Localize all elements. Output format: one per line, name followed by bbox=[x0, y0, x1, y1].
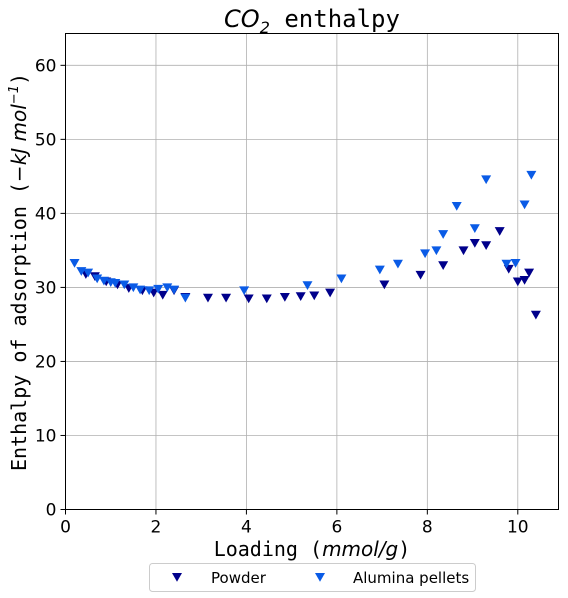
data-point-alumina-pellets bbox=[481, 175, 492, 185]
data-point-alumina-pellets bbox=[501, 259, 512, 269]
data-point-alumina-pellets bbox=[69, 258, 80, 268]
data-point-powder bbox=[309, 291, 320, 301]
data-point-alumina-pellets bbox=[144, 286, 155, 296]
legend-marker-powder bbox=[172, 573, 182, 582]
y-tick-label: 10 bbox=[35, 426, 57, 446]
data-point-powder bbox=[379, 280, 390, 290]
data-point-powder bbox=[157, 290, 168, 300]
data-point-alumina-pellets bbox=[128, 283, 139, 293]
data-point-powder bbox=[243, 294, 254, 304]
legend-label-alumina-pellets: Alumina pellets bbox=[353, 569, 469, 587]
x-tick-label: 8 bbox=[422, 518, 433, 538]
x-tick-label: 0 bbox=[60, 518, 71, 538]
tick-layer: 0 2 4 6 8 10 0 10 20 30 40 50 60 bbox=[35, 56, 529, 537]
data-point-powder bbox=[494, 227, 505, 236]
y-tick-label: 30 bbox=[35, 278, 57, 298]
data-point-alumina-pellets bbox=[153, 284, 164, 294]
data-point-alumina-pellets bbox=[83, 268, 94, 278]
x-label-unit: mmol/g bbox=[322, 537, 398, 561]
data-point-alumina-pellets bbox=[162, 283, 173, 293]
legend-label-powder: Powder bbox=[211, 569, 267, 587]
data-point-alumina-pellets bbox=[374, 265, 385, 275]
data-point-alumina-pellets bbox=[302, 281, 313, 290]
data-point-powder bbox=[530, 310, 541, 320]
plot-frame bbox=[65, 33, 559, 510]
legend-box bbox=[149, 563, 476, 592]
y-axis-label: Enthalpy of adsorption (−kJ mol−1) bbox=[7, 73, 31, 471]
data-point-powder bbox=[325, 288, 336, 298]
title-subscript: 2 bbox=[260, 18, 270, 37]
data-point-alumina-pellets bbox=[180, 293, 191, 303]
data-point-alumina-pellets bbox=[451, 201, 462, 211]
data-point-alumina-pellets bbox=[110, 278, 121, 288]
chart-title: CO2 enthalpy bbox=[224, 5, 400, 37]
data-point-alumina-pellets bbox=[526, 170, 537, 180]
data-point-powder bbox=[438, 261, 449, 270]
data-point-powder bbox=[519, 276, 530, 285]
data-point-powder bbox=[512, 277, 523, 287]
y-label-sup: −1 bbox=[7, 85, 22, 104]
data-point-alumina-pellets bbox=[92, 274, 103, 284]
data-point-alumina-pellets bbox=[169, 285, 180, 295]
data-point-powder bbox=[469, 238, 480, 248]
legend-marker-alumina-pellets bbox=[315, 573, 325, 582]
title-suffix: enthalpy bbox=[270, 5, 400, 33]
data-point-powder bbox=[279, 293, 290, 302]
data-point-alumina-pellets bbox=[392, 259, 403, 269]
data-point-alumina-pellets bbox=[469, 224, 480, 233]
x-label-text: Loading ( bbox=[214, 537, 322, 561]
y-label-text: Enthalpy of adsorption ( bbox=[7, 182, 31, 471]
y-label-close: ) bbox=[7, 73, 31, 85]
y-label-unit: −kJ mol bbox=[7, 104, 31, 182]
data-point-alumina-pellets bbox=[438, 230, 449, 239]
legend: Powder Alumina pellets bbox=[149, 563, 476, 592]
data-point-powder bbox=[458, 246, 469, 256]
data-point-alumina-pellets bbox=[239, 286, 250, 296]
y-tick-label: 60 bbox=[35, 56, 57, 76]
title-prefix: CO bbox=[224, 5, 260, 33]
data-point-alumina-pellets bbox=[420, 249, 431, 259]
y-tick-label: 0 bbox=[46, 501, 57, 521]
data-point-powder bbox=[415, 270, 426, 280]
data-point-alumina-pellets bbox=[510, 258, 521, 268]
x-label-close: ) bbox=[398, 537, 410, 561]
data-point-alumina-pellets bbox=[135, 285, 146, 295]
y-tick-label: 40 bbox=[35, 204, 57, 224]
data-point-alumina-pellets bbox=[336, 274, 347, 284]
data-point-powder bbox=[202, 293, 213, 303]
data-point-powder bbox=[295, 292, 306, 302]
y-tick-label: 50 bbox=[35, 130, 57, 150]
grid-layer bbox=[65, 33, 559, 510]
data-point-powder bbox=[261, 294, 272, 304]
x-tick-label: 2 bbox=[151, 518, 162, 538]
data-point-alumina-pellets bbox=[119, 280, 130, 290]
data-point-powder bbox=[221, 293, 232, 303]
points-layer bbox=[69, 170, 541, 320]
data-point-alumina-pellets bbox=[519, 200, 530, 210]
data-point-powder bbox=[481, 241, 492, 250]
x-tick-label: 10 bbox=[507, 518, 529, 538]
x-tick-label: 4 bbox=[241, 518, 252, 538]
x-tick-label: 6 bbox=[331, 518, 342, 538]
y-tick-label: 20 bbox=[35, 352, 57, 372]
data-point-powder bbox=[524, 268, 535, 278]
x-axis-label: Loading (mmol/g) bbox=[214, 537, 411, 561]
data-point-alumina-pellets bbox=[431, 246, 442, 256]
